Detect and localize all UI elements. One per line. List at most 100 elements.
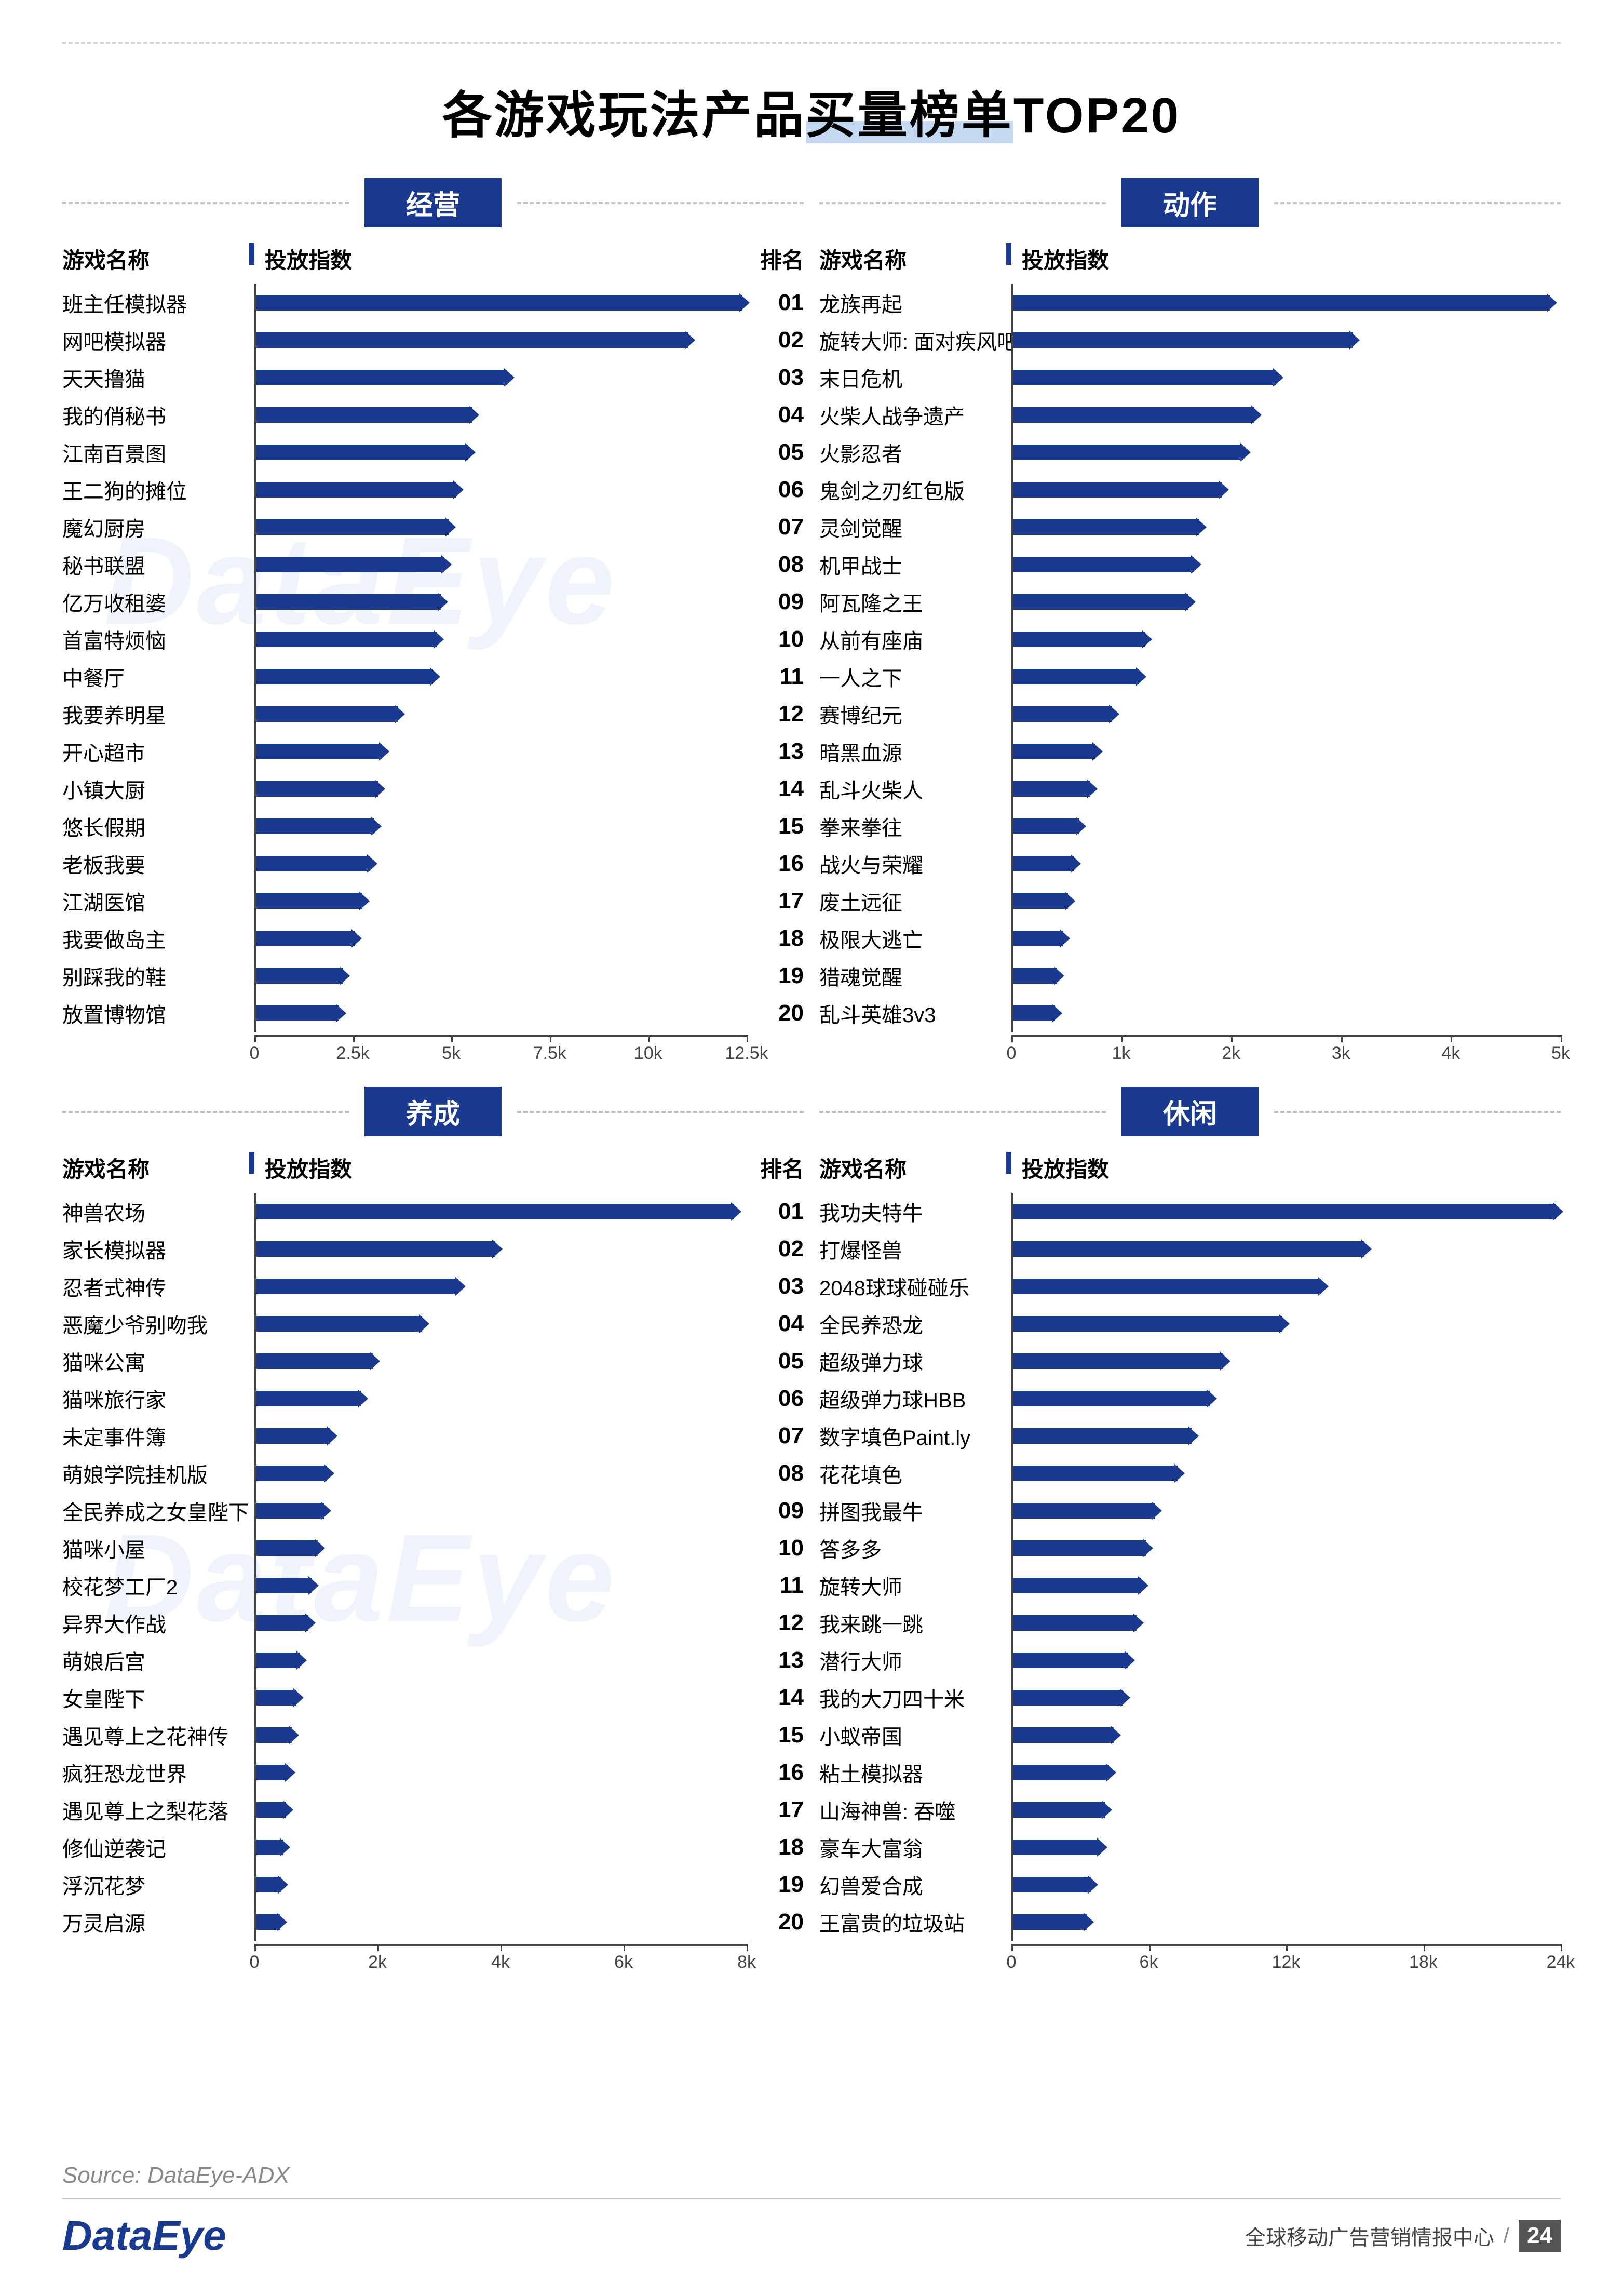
table-row: 极限大逃亡18 <box>819 920 1561 957</box>
axis-tick-label: 6k <box>614 1952 633 1972</box>
table-row: 萌娘后宫13 <box>62 1642 804 1679</box>
row-name: 旋转大师 <box>819 1570 1011 1601</box>
row-name: 网吧模拟器 <box>62 325 254 355</box>
row-name: 火影忍者 <box>819 437 1011 467</box>
bar <box>256 632 437 647</box>
bar <box>1013 1391 1210 1406</box>
table-row: 天天撸猫03 <box>62 359 804 396</box>
bar-area <box>1011 321 1561 359</box>
bar-area <box>1011 1829 1561 1866</box>
table-row: 超级弹力球05 <box>819 1342 1561 1380</box>
table-row: 猎魂觉醒19 <box>819 957 1561 995</box>
row-name: 答多多 <box>819 1533 1011 1563</box>
row-rank: 12 <box>747 1610 804 1636</box>
charts-grid: 经营游戏名称投放指数排名班主任模拟器01网吧模拟器02天天撸猫03我的俏秘书04… <box>62 178 1561 1975</box>
axis-spacer-left <box>819 1035 1011 1066</box>
axis-spacer-left <box>819 1944 1011 1975</box>
row-rank: 16 <box>747 851 804 877</box>
bar-area <box>254 1679 747 1716</box>
bar-area <box>254 1305 747 1342</box>
row-name: 女皇陛下 <box>62 1683 254 1713</box>
row-name: 王二狗的摊位 <box>62 475 254 505</box>
row-name: 疯狂恐龙世界 <box>62 1757 254 1788</box>
bar <box>1013 1877 1091 1892</box>
dash-left <box>819 202 1106 204</box>
bar-area <box>1011 658 1561 695</box>
bar-area <box>254 1455 747 1492</box>
bar <box>1013 557 1194 572</box>
row-name: 我的俏秘书 <box>62 400 254 430</box>
row-name: 遇见尊上之花神传 <box>62 1720 254 1750</box>
bar-area <box>1011 1193 1561 1230</box>
row-name: 末日危机 <box>819 362 1011 393</box>
row-name: 我要养明星 <box>62 699 254 729</box>
table-row: 猫咪公寓05 <box>62 1342 804 1380</box>
row-rank: 03 <box>747 365 804 391</box>
bar <box>1013 1353 1223 1369</box>
row-name: 赛博纪元 <box>819 699 1011 729</box>
row-rank: 01 <box>747 290 804 316</box>
axis-baseline <box>1011 1035 1561 1037</box>
title-prefix: 各游戏玩法产品 <box>442 88 806 143</box>
row-rank: 08 <box>747 552 804 578</box>
bar <box>1013 1540 1146 1556</box>
axis-tick <box>1011 1035 1013 1042</box>
bar <box>1013 1690 1123 1706</box>
row-name: 全民养成之女皇陛下 <box>62 1496 254 1526</box>
column-headers: 游戏名称投放指数排名 <box>819 243 1561 275</box>
row-name: 全民养恐龙 <box>819 1309 1011 1339</box>
table-row: 乱斗火柴人14 <box>819 770 1561 808</box>
rows-container: 龙族再起01旋转大师: 面对疾风吧02末日危机03火柴人战争遗产04火影忍者05… <box>819 284 1561 1032</box>
row-name: 中餐厅 <box>62 662 254 692</box>
bar <box>256 669 433 684</box>
header-separator <box>249 243 254 265</box>
bar <box>1013 332 1352 348</box>
bar <box>1013 1204 1556 1219</box>
bar <box>1013 931 1063 946</box>
axis-tick <box>1561 1944 1562 1951</box>
logo: DataEye <box>62 2212 226 2260</box>
table-row: 豪车大富翁18 <box>819 1829 1561 1866</box>
bar <box>1013 1653 1128 1668</box>
bar-area <box>1011 1529 1561 1567</box>
row-rank: 05 <box>747 439 804 465</box>
table-row: 拼图我最牛09 <box>819 1492 1561 1529</box>
axis-tick-label: 8k <box>737 1952 756 1972</box>
axis-line: 02k4k6k8k <box>254 1944 747 1975</box>
bar-area <box>1011 1492 1561 1529</box>
axis-tick-label: 2k <box>368 1952 387 1972</box>
row-name: 我来跳一跳 <box>819 1608 1011 1638</box>
dash-left <box>62 202 349 204</box>
table-row: 亿万收租婆09 <box>62 583 804 621</box>
bar-area <box>1011 1604 1561 1642</box>
row-rank: 02 <box>747 1236 804 1262</box>
bar <box>256 1877 281 1892</box>
row-name: 打爆怪兽 <box>819 1234 1011 1264</box>
bar-area <box>1011 1866 1561 1903</box>
bar <box>1013 594 1188 610</box>
axis-spacer-left <box>62 1035 254 1066</box>
bar-area <box>254 1380 747 1417</box>
bar-area <box>254 471 747 508</box>
chart-panel-动作: 动作游戏名称投放指数排名龙族再起01旋转大师: 面对疾风吧02末日危机03火柴人… <box>819 178 1561 1066</box>
bar-area <box>1011 1642 1561 1679</box>
bar <box>1013 818 1079 834</box>
row-name: 神兽农场 <box>62 1197 254 1227</box>
bar-area <box>1011 695 1561 733</box>
bar-area <box>254 1754 747 1791</box>
table-row: 首富特烦恼10 <box>62 621 804 658</box>
bar <box>1013 781 1090 797</box>
row-rank: 01 <box>747 1199 804 1225</box>
bar <box>1013 482 1222 498</box>
bar-area <box>254 1529 747 1567</box>
table-row: 数字填色Paint.ly07 <box>819 1417 1561 1455</box>
row-name: 鬼剑之刃红包版 <box>819 475 1011 505</box>
row-name: 班主任模拟器 <box>62 288 254 318</box>
footer-center-text: 全球移动广告营销情报中心 <box>1245 2221 1494 2251</box>
table-row: 班主任模拟器 01 <box>62 284 804 321</box>
bar <box>1013 1802 1105 1818</box>
row-rank: 18 <box>747 1834 804 1860</box>
bar-area <box>1011 995 1561 1032</box>
table-row: 拳来拳往15 <box>819 808 1561 845</box>
row-name: 首富特烦恼 <box>62 624 254 654</box>
